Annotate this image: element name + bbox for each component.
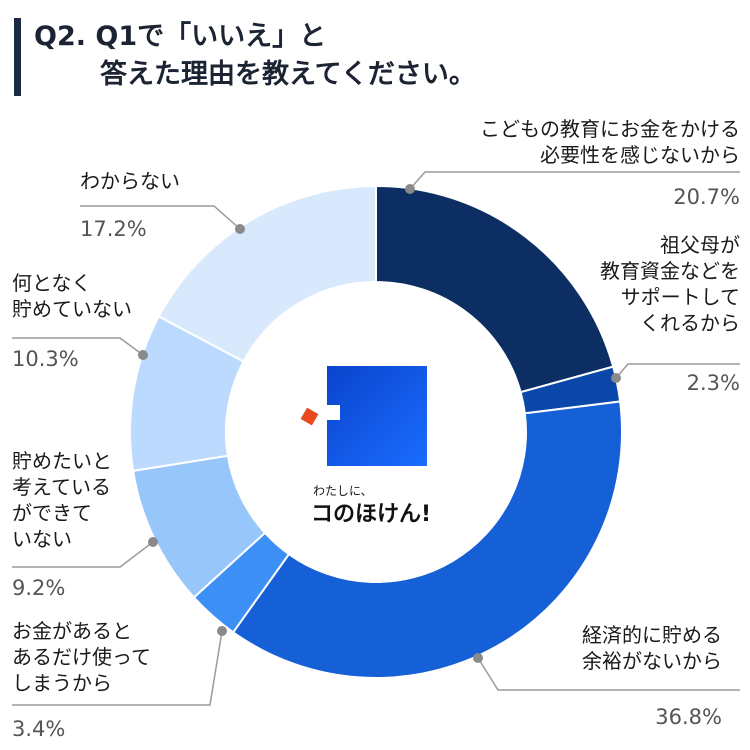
logo-square: [327, 366, 427, 466]
slice-dont-know: [157, 184, 377, 363]
leader-grandparents: [615, 363, 740, 379]
label-want-to-save-line1: 貯めたいと: [12, 449, 112, 473]
leader-spend-all-dot: [217, 626, 227, 636]
label-dont-know: わからない: [80, 168, 180, 194]
leader-somehow-dot: [138, 350, 148, 360]
leader-somehow: [12, 337, 144, 356]
leader-want-to-save: [12, 541, 154, 568]
label-want-to-save-line2: 考えている: [12, 475, 111, 499]
label-grandparents-line3: サポートして: [620, 285, 740, 309]
label-spend-all-line3: しまうから: [12, 671, 112, 695]
logo-name: コのほけん!: [311, 502, 432, 527]
pct-no-room: 36.8%: [655, 705, 722, 729]
label-somehow-line1: 何となく: [12, 271, 92, 295]
label-grandparents-line1: 祖父母が: [660, 233, 740, 257]
pct-dont-know: 17.2%: [80, 217, 147, 241]
label-no-need-line2: 必要性を感じないから: [540, 143, 740, 167]
pct-grandparents: 2.3%: [686, 371, 740, 395]
label-no-room-line2: 余裕がないから: [582, 649, 722, 673]
label-spend-all-line2: あるだけ使って: [12, 645, 151, 669]
leader-grandparents-dot: [611, 373, 621, 383]
title-line-1: Q2. Q1で「いいえ」と: [34, 21, 327, 52]
label-no-need: こどもの教育にお金をかける 必要性を感じないから: [480, 116, 740, 168]
leader-no-room-dot: [473, 653, 483, 663]
page-title: Q2. Q1で「いいえ」と 答えた理由を教えてください。: [34, 18, 476, 94]
leader-no-room: [477, 657, 740, 691]
label-spend-all-line1: お金があると: [12, 619, 132, 643]
label-grandparents-line4: くれるから: [640, 311, 740, 335]
label-want-to-save: 貯めたいと 考えている ができて いない: [12, 448, 112, 552]
label-grandparents-line2: 教育資金などを: [600, 259, 740, 283]
pct-want-to-save: 9.2%: [12, 576, 66, 600]
leader-want-to-save-dot: [148, 537, 158, 547]
label-want-to-save-line4: いない: [12, 527, 72, 551]
label-dont-know-line1: わからない: [80, 169, 180, 193]
label-no-room-line1: 経済的に貯める: [582, 623, 722, 647]
pct-spend-all: 3.4%: [12, 717, 66, 741]
label-no-need-line1: こどもの教育にお金をかける: [480, 117, 740, 141]
label-somehow: 何となく 貯めていない: [12, 270, 132, 322]
title-line-2: 答えた理由を教えてください。: [100, 59, 476, 90]
logo-notch: [320, 405, 340, 420]
leader-spend-all: [12, 630, 223, 706]
leader-dont-know: [80, 205, 241, 230]
label-somehow-line2: 貯めていない: [12, 297, 132, 321]
leader-dont-know-dot: [235, 224, 245, 234]
title-accent-bar: [14, 18, 21, 96]
pct-somehow: 10.3%: [12, 347, 79, 371]
leader-no-need: [409, 171, 740, 190]
logo-tagline: わたしに、: [313, 484, 373, 498]
label-spend-all: お金があると あるだけ使って しまうから: [12, 618, 151, 696]
label-want-to-save-line3: ができて: [12, 501, 92, 525]
pct-no-need: 20.7%: [673, 185, 740, 209]
slice-no-need: [375, 184, 615, 394]
label-no-room: 経済的に貯める 余裕がないから: [582, 622, 722, 674]
leader-no-need-dot: [405, 184, 415, 194]
slice-no-room: [231, 400, 623, 679]
label-grandparents: 祖父母が 教育資金などを サポートして くれるから: [600, 232, 740, 336]
